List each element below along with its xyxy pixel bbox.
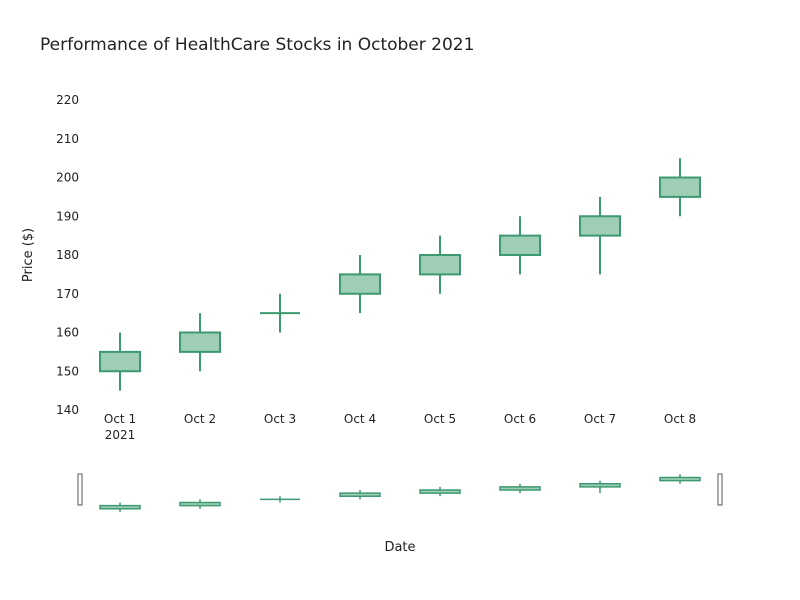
y-tick-label: 200: [56, 171, 79, 185]
y-axis-label: Price ($): [21, 228, 36, 282]
mini-candle-body: [339, 492, 381, 497]
mini-candle: [99, 502, 141, 512]
mini-candle: [260, 496, 300, 503]
chart-title: Performance of HealthCare Stocks in Octo…: [40, 35, 474, 55]
x-tick-label: Oct 7: [584, 412, 616, 426]
x-tick-label: Oct 4: [344, 412, 376, 426]
range-slider-candles: [99, 474, 701, 512]
candle-body: [339, 273, 381, 295]
mini-candle: [579, 480, 621, 494]
candle: [419, 235, 461, 294]
candle-body: [659, 176, 701, 198]
candle-body: [419, 254, 461, 276]
mini-candle: [499, 483, 541, 494]
y-tick-label: 150: [56, 364, 79, 378]
y-tick-label: 170: [56, 287, 79, 301]
y-tick-label: 190: [56, 209, 79, 223]
y-tick-label: 140: [56, 403, 79, 417]
x-axis-label: Date: [384, 540, 415, 555]
range-slider-right-handle[interactable]: [717, 473, 723, 506]
candle: [99, 332, 141, 391]
mini-candle: [419, 486, 461, 497]
mini-candle-body: [499, 486, 541, 491]
x-tick-label: Oct 6: [504, 412, 536, 426]
mini-candle-body: [179, 501, 221, 507]
x-axis-year-label: 2021: [105, 428, 136, 442]
range-slider[interactable]: [77, 473, 723, 512]
mini-candle-body: [419, 489, 461, 494]
candle: [260, 293, 300, 333]
mini-candle-body: [579, 483, 621, 488]
range-slider-left-handle[interactable]: [77, 473, 83, 506]
y-tick-label: 220: [56, 93, 79, 107]
candle: [499, 216, 541, 275]
x-axis-ticks: Oct 1 Oct 2 Oct 3 Oct 4 Oct 5 Oct 6 Oct 7 Oct 8: [104, 412, 696, 426]
candle: [179, 313, 221, 372]
mini-candle: [659, 474, 701, 484]
y-tick-label: 160: [56, 326, 79, 340]
x-tick-label: Oct 5: [424, 412, 456, 426]
x-tick-label: Oct 3: [264, 412, 296, 426]
candle-body: [499, 234, 541, 256]
x-tick-label: Oct 2: [184, 412, 216, 426]
x-tick-label: Oct 8: [664, 412, 696, 426]
mini-candle-body: [99, 504, 141, 510]
candle: [579, 196, 621, 275]
candle: [659, 158, 701, 217]
y-tick-label: 210: [56, 132, 79, 146]
candle: [339, 255, 381, 314]
mini-candle-body: [659, 476, 701, 482]
mini-candle: [339, 490, 381, 500]
mini-candle: [179, 499, 221, 509]
x-tick-label: Oct 1: [104, 412, 136, 426]
candles: [99, 158, 701, 391]
candle-body: [579, 215, 621, 237]
candle-body: [99, 350, 141, 373]
y-axis-ticks: 140 150 160 170 180 190 200 210 220: [56, 93, 79, 417]
candle-body: [179, 331, 221, 353]
y-tick-label: 180: [56, 248, 79, 262]
